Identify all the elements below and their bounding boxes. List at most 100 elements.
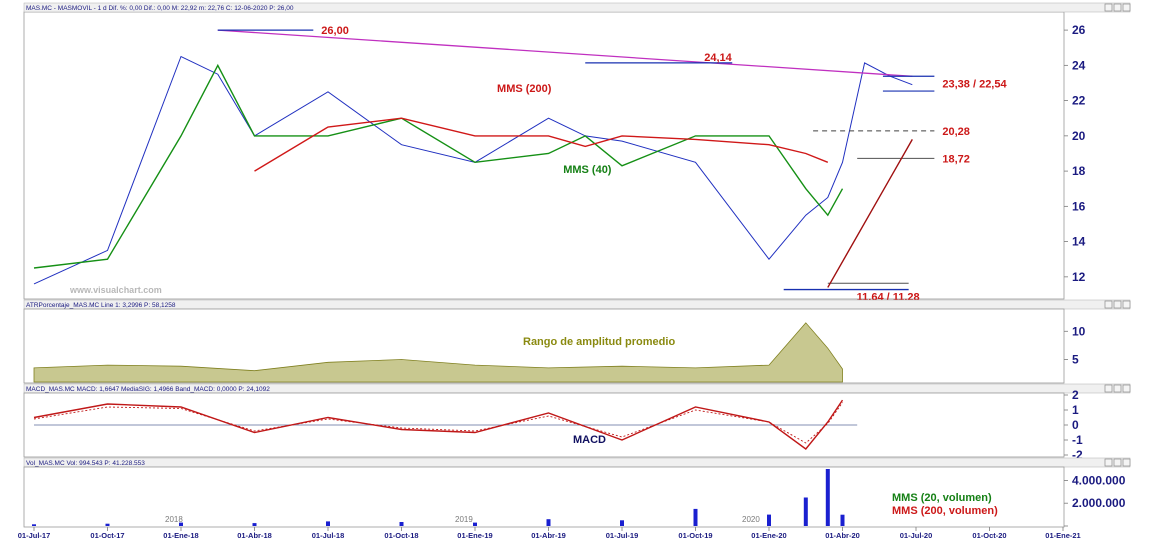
vol-tick-label-2: 4.000.000: [1072, 473, 1126, 487]
atr-y-axis: 5 10: [1064, 324, 1086, 366]
atr-tick-label-0: 5: [1072, 352, 1079, 366]
price-tick-label-6: 24: [1072, 58, 1086, 72]
macd-tick-label-0: -2: [1072, 448, 1083, 462]
year-label-2020: 2020: [742, 515, 760, 524]
year-label-2019: 2019: [455, 515, 473, 524]
date-label-13: 01-Oct-20: [972, 531, 1006, 540]
macd-window-buttons[interactable]: [1104, 384, 1131, 393]
price-tick-label-2: 16: [1072, 199, 1086, 213]
vol-bar-9: [693, 508, 698, 526]
maximize-button[interactable]: [1113, 3, 1122, 12]
atr-label: Rango de amplitud promedio: [523, 336, 675, 348]
watermark: www.visualchart.com: [69, 285, 162, 295]
price-tick-label-3: 18: [1072, 164, 1086, 178]
vol-panel: Vol_MAS.MC Vol: 994.543 P: 41.228.553 2.…: [23, 457, 1131, 528]
rising-trend-line: [827, 139, 913, 288]
vol-window-buttons[interactable]: [1104, 458, 1131, 467]
vol-bar-13: [840, 514, 845, 526]
vol-bar-1: [105, 523, 110, 526]
atr-close-button[interactable]: [1122, 300, 1131, 309]
price-tick-label-5: 22: [1072, 94, 1086, 108]
atr-header-bar: [23, 299, 1131, 310]
macd-tick-label-2: 0: [1072, 418, 1079, 432]
price-panel: MAS.MC - MASMOVIL - 1 d Dif. %: 0,00 Dif…: [23, 2, 1131, 303]
atr-window-buttons[interactable]: [1104, 300, 1131, 309]
macd-maximize-button[interactable]: [1113, 384, 1122, 393]
price-tick-label-4: 20: [1072, 129, 1086, 143]
vol-mms20-label: MMS (20, volumen): [892, 492, 992, 504]
vol-bar-2: [179, 522, 183, 526]
date-label-12: 01-Jul-20: [900, 531, 933, 540]
anno-level1872: 18,72: [942, 153, 970, 165]
date-label-1: 01-Oct-17: [90, 531, 124, 540]
atr-header: ATRPorcentaje_MAS.MC Line 1: 3,2996 P: 5…: [26, 302, 176, 309]
vol-bars: [32, 469, 845, 526]
vol-minimize-button[interactable]: [1104, 458, 1113, 467]
macd-series-1: [33, 402, 843, 444]
vol-bar-8: [620, 520, 624, 526]
price-tick-label-7: 26: [1072, 23, 1086, 37]
macd-label: MACD: [573, 434, 606, 446]
trend-line: [217, 29, 913, 77]
atr-minimize-button[interactable]: [1104, 300, 1113, 309]
atr-area: [33, 322, 843, 383]
vol-panel-frame: [23, 466, 1065, 528]
price-panel-frame: [23, 11, 1065, 300]
vol-year-labels: 2018 2019 2020: [165, 515, 760, 524]
date-label-7: 01-Abr-19: [531, 531, 566, 540]
macd-lines: [33, 399, 858, 450]
series-line-2: [254, 117, 829, 172]
price-header: MAS.MC - MASMOVIL - 1 d Dif. %: 0,00 Dif…: [26, 5, 294, 12]
close-button[interactable]: [1122, 3, 1131, 12]
date-label-9: 01-Oct-19: [678, 531, 712, 540]
macd-close-button[interactable]: [1122, 384, 1131, 393]
date-label-8: 01-Jul-19: [606, 531, 639, 540]
macd-tick-label-3: 1: [1072, 403, 1079, 417]
anno-mms40: MMS (40): [563, 164, 612, 176]
date-label-10: 01-Ene-20: [751, 531, 786, 540]
macd-panel: MACD_MAS.MC MACD: 1,6647 MediaSIG: 1,496…: [23, 383, 1131, 462]
vol-header-bar: [23, 457, 1131, 468]
price-window-buttons[interactable]: [1104, 3, 1131, 12]
vol-bar-7: [546, 519, 551, 526]
vol-bar-3: [252, 523, 257, 526]
price-lines: [33, 55, 913, 285]
anno-level2028: 20,28: [942, 126, 970, 138]
vol-header: Vol_MAS.MC Vol: 994.543 P: 41.228.553: [26, 460, 145, 467]
anno-max: 26,00: [321, 25, 349, 37]
vol-bar-11: [803, 497, 808, 526]
atr-maximize-button[interactable]: [1113, 300, 1122, 309]
date-label-2: 01-Ene-18: [163, 531, 198, 540]
date-label-0: 01-Jul-17: [18, 531, 51, 540]
vol-bar-12: [825, 469, 830, 526]
macd-minimize-button[interactable]: [1104, 384, 1113, 393]
atr-tick-label-1: 10: [1072, 324, 1086, 338]
price-y-axis: 12 14 16 18 20 22 24 26: [1064, 23, 1086, 284]
series-line-1: [33, 63, 844, 269]
vol-bar-10: [767, 514, 771, 526]
price-tick-label-1: 14: [1072, 235, 1086, 249]
price-tick-label-0: 12: [1072, 270, 1086, 284]
date-label-4: 01-Jul-18: [312, 531, 345, 540]
vol-bar-4: [326, 521, 330, 526]
macd-header: MACD_MAS.MC MACD: 1,6647 MediaSIG: 1,496…: [26, 386, 270, 393]
vol-bar-0: [32, 524, 36, 526]
vol-maximize-button[interactable]: [1113, 458, 1122, 467]
vol-bar-6: [473, 522, 477, 526]
macd-tick-label-4: 2: [1072, 388, 1079, 402]
date-label-5: 01-Oct-18: [384, 531, 418, 540]
macd-tick-label-1: -1: [1072, 433, 1083, 447]
date-label-6: 01-Ene-19: [457, 531, 492, 540]
anno-mms200: MMS (200): [497, 83, 552, 95]
vol-bar-5: [399, 522, 404, 526]
date-label-14: 01-Ene-21: [1045, 531, 1080, 540]
vol-close-button[interactable]: [1122, 458, 1131, 467]
atr-panel: ATRPorcentaje_MAS.MC Line 1: 3,2996 P: 5…: [23, 299, 1131, 384]
vol-y-axis: 2.000.000 4.000.000: [1064, 473, 1126, 527]
macd-series-0: [33, 399, 844, 450]
minimize-button[interactable]: [1104, 3, 1113, 12]
vol-tick-label-1: 2.000.000: [1072, 496, 1126, 510]
